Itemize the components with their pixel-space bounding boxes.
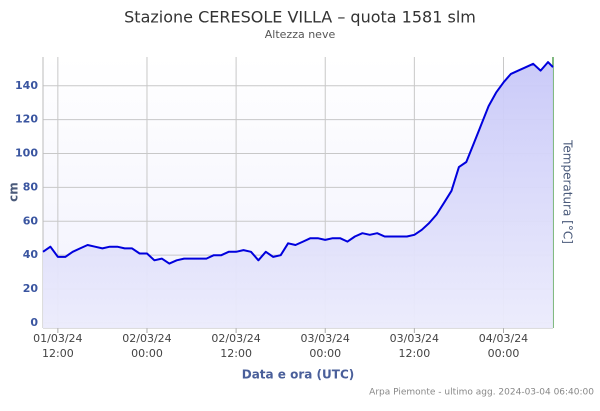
y-tick-label: 0: [30, 316, 38, 329]
x-tick-label: 00:00: [488, 347, 520, 360]
y-axis-title: cm: [7, 182, 21, 202]
x-tick-label: 00:00: [131, 347, 163, 360]
x-tick-label: 00:00: [309, 347, 341, 360]
y-tick-label: 60: [23, 214, 39, 227]
chart-title: Stazione CERESOLE VILLA – quota 1581 slm: [124, 8, 476, 27]
y-tick-label: 80: [23, 180, 39, 193]
y-tick-label: 120: [15, 113, 38, 126]
chart-subtitle: Altezza neve: [265, 28, 336, 41]
area-fill: [43, 62, 553, 328]
x-tick-label: 03/03/24: [301, 332, 350, 345]
x-tick-label: 12:00: [42, 347, 74, 360]
x-tick-label: 02/03/24: [211, 332, 260, 345]
x-tick-label: 12:00: [399, 347, 431, 360]
y-tick-label: 40: [23, 248, 39, 261]
x-tick-label: 01/03/24: [33, 332, 82, 345]
x-axis-title: Data e ora (UTC): [242, 368, 355, 382]
y-tick-label: 140: [15, 79, 38, 92]
x-tick-label: 02/03/24: [122, 332, 171, 345]
y2-axis-title: Temperatura [°C]: [561, 139, 575, 244]
x-tick-label: 04/03/24: [479, 332, 528, 345]
y-tick-label: 20: [23, 282, 39, 295]
x-tick-label: 03/03/24: [390, 332, 439, 345]
x-tick-label: 12:00: [220, 347, 252, 360]
credits: Arpa Piemonte - ultimo agg. 2024-03-04 0…: [369, 388, 594, 398]
y-tick-label: 100: [15, 147, 38, 160]
series-line: [42, 61, 554, 265]
